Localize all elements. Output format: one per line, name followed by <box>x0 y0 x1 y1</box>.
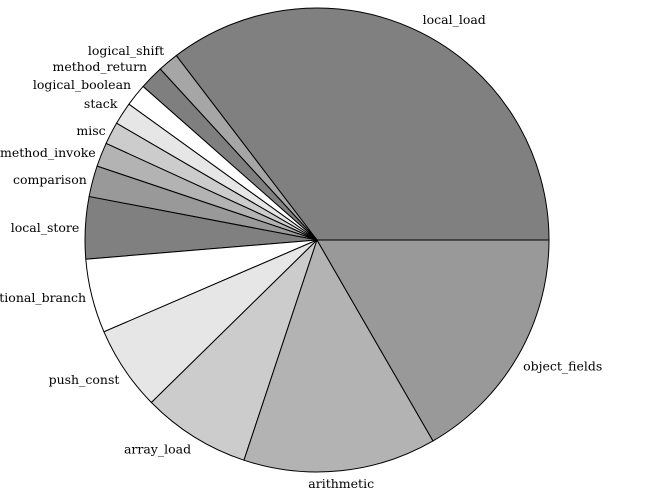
pie-label-method-return: method_return <box>53 59 148 74</box>
pie-slice-local-load <box>175 7 550 241</box>
pie-labels: local_load logical_shiftmethod_returnlogi… <box>0 12 602 488</box>
pie-label-push-const: push_const <box>49 372 120 387</box>
pie-slice-array-load <box>150 239 318 461</box>
pie-label-logical-boolean: logical_boolean <box>33 77 131 92</box>
pie-slice-arithmetic <box>243 238 434 473</box>
pie-label-array-load: array_load <box>124 441 191 456</box>
pie-slices <box>84 7 550 473</box>
pie-label-local-load: local_load <box>423 12 486 27</box>
pie-slice-object-fields <box>316 239 550 442</box>
pie-label-conditional-branch: conditional_branch <box>0 290 86 305</box>
pie-label-local-store: local_store <box>11 220 80 235</box>
pie-label-comparison: comparison <box>13 172 87 187</box>
pie-label-method-invoke: method_invoke <box>0 145 96 160</box>
pie-label-logical-shift: logical_shift <box>88 43 164 58</box>
pie-label-arithmetic: arithmetic <box>308 476 374 488</box>
pie-label-object-fields: object_fields <box>523 358 602 373</box>
pie-label-misc: misc <box>76 123 105 138</box>
pie-label-stack: stack <box>84 96 118 111</box>
